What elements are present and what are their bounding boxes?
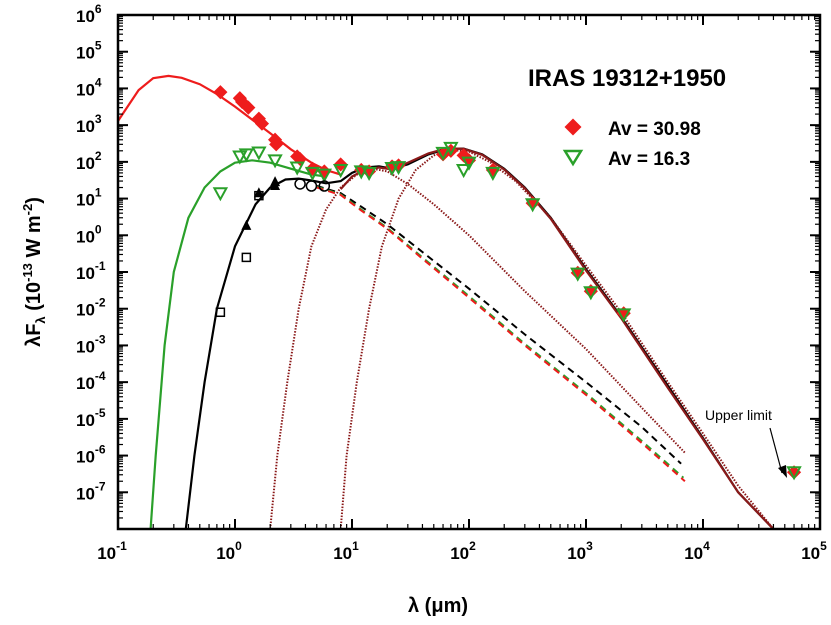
data-point-s1-20 bbox=[583, 286, 599, 301]
upper-limit-label: Upper limit bbox=[705, 407, 772, 423]
data-point-s2-8 bbox=[305, 180, 318, 192]
data-point-s1-3 bbox=[251, 146, 267, 161]
data-point-s1-6 bbox=[304, 166, 321, 181]
legend-marker-red-diamond bbox=[564, 118, 582, 136]
data-point-s1-2 bbox=[238, 148, 255, 163]
x-axis-title: λ (μm) bbox=[408, 595, 468, 617]
data-point-s1-8 bbox=[332, 164, 349, 179]
data-point-s0-7 bbox=[269, 137, 284, 152]
data-point-s2-0 bbox=[215, 307, 226, 318]
y-tick-label: 102 bbox=[76, 149, 102, 173]
model-curves bbox=[117, 74, 775, 530]
data-point-s1-1 bbox=[232, 150, 248, 165]
model-curve-0 bbox=[117, 74, 342, 176]
model-curve-8 bbox=[316, 186, 686, 482]
data-point-s0-0 bbox=[213, 85, 228, 100]
model-curve-5 bbox=[339, 148, 775, 530]
x-tick-label: 104 bbox=[684, 539, 710, 563]
data-point-s1-22 bbox=[786, 466, 802, 481]
data-point-s1-5 bbox=[289, 161, 305, 176]
y-tick-label: 106 bbox=[76, 2, 102, 26]
data-point-s1-10 bbox=[361, 166, 377, 181]
data-point-s1-18 bbox=[524, 198, 541, 213]
data-point-s2-2 bbox=[241, 219, 252, 230]
y-tick-label: 101 bbox=[76, 186, 102, 210]
y-tick-label: 10-2 bbox=[76, 296, 106, 320]
data-point-s1-17 bbox=[485, 166, 501, 181]
legend-label-av-16-3: Av = 16.3 bbox=[608, 149, 690, 170]
data-point-s2-1 bbox=[241, 252, 252, 263]
y-axis-title: λFλ (10-13 W m-2) bbox=[20, 197, 48, 347]
data-point-s1-7 bbox=[316, 168, 333, 183]
x-tick-label: 101 bbox=[333, 539, 359, 563]
model-curve-7 bbox=[316, 185, 685, 479]
x-tick-label: 10-1 bbox=[97, 539, 127, 563]
y-tick-label: 10-7 bbox=[76, 479, 106, 503]
legend-label-av-30-98: Av = 30.98 bbox=[608, 119, 701, 140]
model-curve-1 bbox=[149, 159, 327, 530]
data-point-s1-13 bbox=[435, 146, 451, 162]
y-tick-label: 10-1 bbox=[76, 259, 106, 283]
data-point-s2-4 bbox=[253, 187, 264, 198]
x-tick-label: 102 bbox=[450, 539, 476, 563]
data-point-s0-5 bbox=[254, 116, 270, 131]
axis-ticks: 10-1 100 101 102 103 104 105 10-7 10-6 10-5 10-4 10… bbox=[76, 2, 827, 563]
y-tick-label: 105 bbox=[76, 39, 102, 63]
data-point-s2-9 bbox=[318, 180, 331, 192]
model-curve-4 bbox=[269, 167, 686, 530]
y-tick-label: 10-5 bbox=[76, 406, 106, 430]
data-point-s1-12 bbox=[390, 161, 407, 176]
y-tick-label: 100 bbox=[76, 222, 102, 246]
upper-limit-arrow-line bbox=[769, 427, 783, 474]
y-tick-label: 10-3 bbox=[76, 332, 106, 356]
y-tick-label: 104 bbox=[76, 75, 102, 99]
y-tick-label: 10-4 bbox=[76, 369, 106, 393]
legend-marker-green-triangle bbox=[562, 149, 584, 167]
data-point-s1-16 bbox=[461, 156, 477, 171]
upper-limit-arrow-head bbox=[778, 465, 787, 478]
data-point-s2-6 bbox=[270, 176, 281, 187]
data-point-s1-21 bbox=[616, 308, 632, 323]
model-curve-3 bbox=[339, 147, 775, 530]
data-point-s1-0 bbox=[212, 187, 229, 202]
data-point-s0-26 bbox=[786, 465, 802, 480]
y-tick-label: 103 bbox=[76, 112, 102, 136]
upper-limit-annotation: Upper limit bbox=[705, 407, 787, 478]
x-tick-label: 103 bbox=[567, 539, 593, 563]
data-point-s1-4 bbox=[267, 154, 283, 169]
data-point-s1-19 bbox=[570, 267, 586, 282]
data-point-s1-15 bbox=[455, 164, 472, 179]
x-tick-label: 105 bbox=[801, 539, 827, 563]
data-points bbox=[212, 85, 802, 481]
model-curve-6 bbox=[316, 185, 682, 465]
model-curve-2 bbox=[184, 147, 775, 530]
chart-title: IRAS 19312+1950 bbox=[528, 65, 726, 92]
data-point-s2-7 bbox=[294, 178, 306, 190]
legend: Av = 30.98 Av = 16.3 bbox=[562, 118, 701, 170]
x-tick-label: 100 bbox=[216, 539, 242, 563]
data-point-s1-14 bbox=[443, 141, 459, 156]
y-tick-label: 10-6 bbox=[76, 443, 106, 467]
